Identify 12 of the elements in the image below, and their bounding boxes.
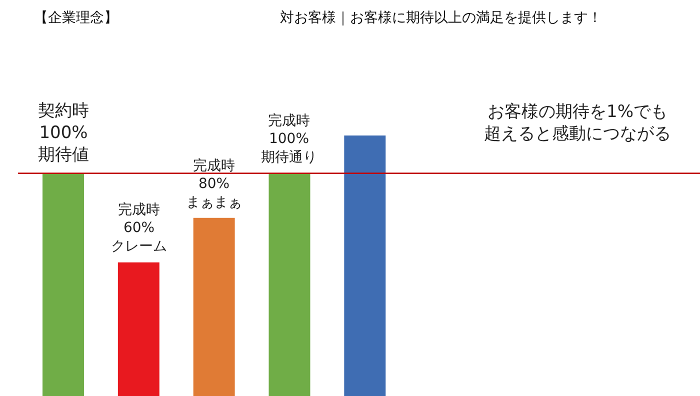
data-label: 完成時 80% まぁまぁ: [186, 158, 242, 210]
bar: [193, 218, 235, 396]
bar: [344, 135, 386, 396]
chart-title: 【企業理念】: [34, 10, 118, 26]
text: お客様の期待を1%でも超えると感動につながる: [484, 102, 671, 144]
data-label: 完成時 100% 期待通り: [261, 113, 317, 166]
data-label: 完成時 60% クレーム: [111, 202, 167, 254]
bar: [268, 173, 310, 396]
data-label: 契約時 100% 期待値: [38, 101, 89, 166]
bar: [42, 173, 84, 396]
text: 対お客様｜お客様に期待以上の満足を提供します！: [280, 10, 602, 26]
bar: [118, 262, 160, 396]
